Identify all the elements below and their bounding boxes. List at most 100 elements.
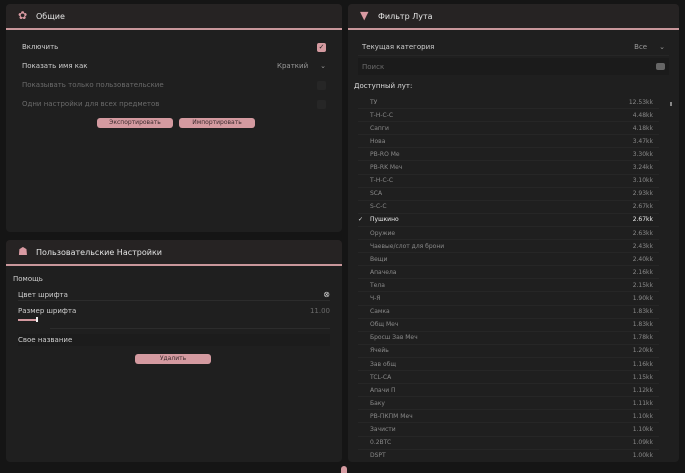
loot-item[interactable]: Зав общ 1.16kk	[358, 358, 659, 371]
loot-item-name: DSPT	[370, 452, 386, 460]
loot-item[interactable]: Оружие 2.63kk	[358, 227, 659, 240]
search-input[interactable]: Поиск	[362, 62, 385, 71]
loot-item-name: Общ Меч	[370, 321, 399, 329]
loot-item-name: TCL-CA	[370, 373, 392, 381]
import-button[interactable]: Импортировать	[179, 118, 255, 128]
panel-title: Общие	[36, 11, 65, 21]
search-icon[interactable]	[656, 63, 665, 70]
loot-item[interactable]: Самка 1.83kk	[358, 306, 659, 319]
loot-item[interactable]: S-C-C 2.67kk	[358, 201, 659, 214]
loot-item-value: 1.12kk	[632, 386, 653, 394]
custom-settings-panel: ☗ Пользовательские Настройки Помощь Цвет …	[6, 240, 342, 462]
only-custom-label: Показывать только пользовательские	[22, 81, 164, 89]
loot-item-name: Ч-Я	[370, 295, 381, 302]
loot-item[interactable]: Сапги 4.18kk	[358, 122, 659, 136]
loot-item-name: Нова	[370, 137, 386, 145]
loot-item[interactable]: PB-ПКПМ Меч 1.10kk	[358, 410, 659, 424]
loot-item[interactable]: ТУ 12.53kk	[358, 96, 659, 109]
loot-item-value: 3.30kk	[632, 150, 653, 158]
name-mode-select[interactable]: Краткий ⌄	[277, 62, 326, 70]
loot-item-name: ТУ	[370, 98, 378, 106]
loot-item-value: 1.16kk	[632, 360, 653, 368]
loot-item[interactable]: TCL-CA 1.15kk	[358, 371, 659, 385]
loot-item-name: Зачисти	[370, 426, 396, 433]
loot-item-name: Апачи П	[370, 386, 396, 394]
font-color-label: Цвет шрифта	[18, 290, 68, 299]
loot-item[interactable]: Тела 2.15kk	[358, 279, 659, 293]
loot-item[interactable]: Зачисти 1.10kk	[358, 424, 659, 437]
loot-item-value: 4.48kk	[632, 111, 653, 119]
checkmark-icon: ✓	[358, 216, 364, 224]
loot-item[interactable]: 0.2BTC 1.09kk	[358, 437, 659, 450]
loot-item-value: 3.47kk	[632, 137, 653, 145]
loot-item[interactable]: SCA 2.93kk	[358, 188, 659, 201]
loot-item-name: Зав общ	[370, 360, 396, 368]
loot-item-value: 1.83kk	[632, 308, 653, 316]
delete-button[interactable]: Удалить	[135, 354, 211, 364]
color-picker-icon[interactable]: ⊗	[323, 290, 330, 299]
enable-label: Включить	[22, 43, 59, 51]
loot-item[interactable]: Вещи 2.40kk	[358, 253, 659, 267]
loot-item[interactable]: Т-Н-С-С 3.10kk	[358, 175, 659, 188]
loot-item[interactable]: PB-RO Ме 3.30kk	[358, 148, 659, 162]
loot-item-value: 2.16kk	[632, 268, 653, 276]
scrollbar[interactable]	[670, 102, 672, 106]
loot-item[interactable]: ✓ Пушкино 2.67kk	[358, 214, 659, 227]
loot-item-name: 0.2BTC	[370, 439, 392, 447]
loot-item-value: 1.00kk	[632, 452, 653, 460]
export-button[interactable]: Экспортировать	[97, 118, 173, 128]
loot-item-value: 2.63kk	[632, 229, 653, 237]
loot-item[interactable]: Бросш Зав Меч 1.78kk	[358, 332, 659, 345]
loot-item-value: 1.90kk	[632, 295, 653, 302]
loot-item-value: 2.67kk	[632, 216, 653, 224]
category-label: Текущая категория	[362, 42, 435, 51]
loot-item-value: 1.15kk	[632, 373, 653, 381]
panel-title: Пользовательские Настройки	[36, 247, 162, 257]
loot-item-name: Т-Н-С-С	[370, 111, 394, 119]
loot-item[interactable]: Ч-Я 1.90kk	[358, 293, 659, 306]
loot-item[interactable]: Нова 3.47kk	[358, 135, 659, 149]
loot-item-name: SCA	[370, 190, 383, 198]
font-size-value: 11.00	[309, 307, 330, 315]
loot-item-value: 2.67kk	[632, 203, 653, 211]
loot-item[interactable]: DSPT 1.00kk	[358, 450, 659, 462]
loot-item-value: 1.10kk	[632, 426, 653, 433]
loot-item[interactable]: Т-Н-С-С 4.48kk	[358, 109, 659, 123]
loot-item-name: Апачела	[370, 268, 397, 276]
loot-item-value: 2.40kk	[632, 255, 653, 263]
chevron-down-icon: ⌄	[659, 42, 665, 51]
loot-item-value: 2.43kk	[632, 242, 653, 250]
only-custom-checkbox[interactable]	[317, 80, 326, 90]
loot-item-name: Тела	[370, 281, 385, 289]
loot-item[interactable]: Чаевые/слот для брони 2.43kk	[358, 240, 659, 254]
loot-item[interactable]: Апачела 2.16kk	[358, 266, 659, 280]
loot-item-name: Ячейь	[370, 347, 389, 355]
same-settings-checkbox[interactable]	[317, 99, 326, 109]
loot-item-name: PB-RO Ме	[370, 150, 400, 158]
loot-item-name: Вещи	[370, 255, 388, 263]
loot-item-name: Пушкино	[370, 216, 399, 224]
show-name-label: Показать имя как	[22, 62, 88, 70]
enable-checkbox[interactable]: ✓	[317, 42, 326, 52]
loot-item-name: Баку	[370, 399, 385, 407]
loot-item-value: 12.53kk	[628, 98, 653, 106]
filter-icon: ▼	[360, 9, 369, 22]
loot-item[interactable]: Апачи П 1.12kk	[358, 384, 659, 398]
loot-item-name: Бросш Зав Меч	[370, 334, 418, 342]
loot-item[interactable]: PB-RK Меч 3.24kk	[358, 162, 659, 175]
resize-handle[interactable]	[341, 466, 347, 473]
font-size-label: Размер шрифта	[18, 307, 77, 315]
loot-item-value: 2.93kk	[632, 190, 653, 198]
loot-item-value: 4.18kk	[632, 124, 653, 132]
loot-item-value: 1.78kk	[632, 334, 653, 342]
loot-item[interactable]: Общ Меч 1.83kk	[358, 319, 659, 332]
category-select[interactable]: Все ⌄	[634, 43, 665, 51]
loot-item[interactable]: Ячейь 1.20kk	[358, 345, 659, 358]
loot-item-value: 3.24kk	[632, 164, 653, 171]
loot-item[interactable]: Баку 1.11kk	[358, 397, 659, 411]
panel-title: Фильтр Лута	[378, 11, 433, 21]
user-settings-icon: ☗	[18, 245, 28, 258]
custom-name-field[interactable]: Свое название	[18, 336, 73, 344]
group-label: Помощь	[13, 275, 43, 283]
font-size-slider[interactable]	[18, 317, 38, 322]
